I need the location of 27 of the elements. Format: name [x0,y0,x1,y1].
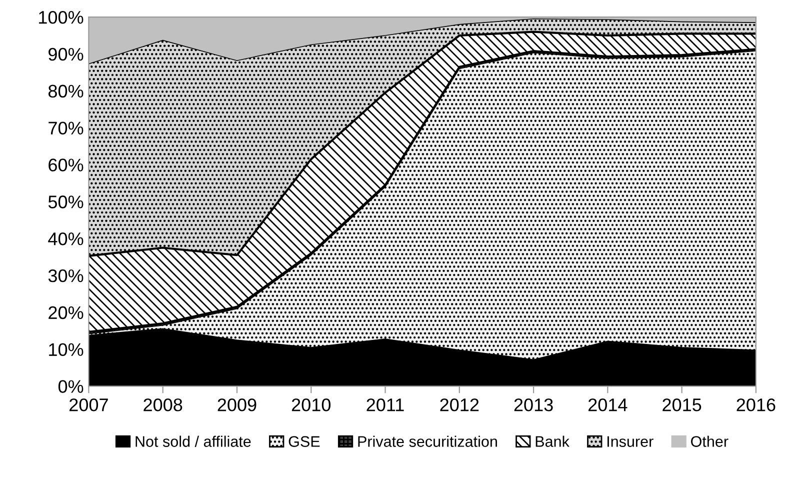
y-tick-label: 100% [39,10,84,24]
y-tick-label: 60% [48,158,84,172]
x-tick-label: 2009 [218,398,256,412]
legend-label: GSE [288,436,320,447]
y-tick-label: 40% [48,232,84,246]
legend-label: Insurer [608,436,654,447]
x-tick-label: 2011 [366,398,404,412]
legend-label: Not sold / affiliate [136,436,251,447]
y-tick-label: 70% [48,122,84,135]
legend-label: Bank [536,436,570,447]
x-tick-label: 2007 [70,398,108,412]
y-tick-label: 50% [48,196,84,208]
x-tick-label: 2015 [662,398,702,412]
y-tick-label: 0% [58,380,84,393]
x-tick-label: 2008 [144,398,182,412]
y-tick-label: 90% [48,48,84,61]
x-tick-label: 2016 [736,398,776,412]
legend-label: Private securitization [358,436,497,447]
y-tick-label: 80% [48,84,84,98]
legend-label: Other [691,436,728,447]
x-tick-label: 2010 [292,398,330,412]
x-tick-label: 2014 [588,398,628,412]
y-tick-label: 10% [49,343,84,356]
x-tick-label: 2012 [440,398,479,412]
x-tick-label: 2013 [514,398,553,412]
y-tick-label: 20% [48,306,84,320]
y-tick-label: 30% [48,269,84,282]
